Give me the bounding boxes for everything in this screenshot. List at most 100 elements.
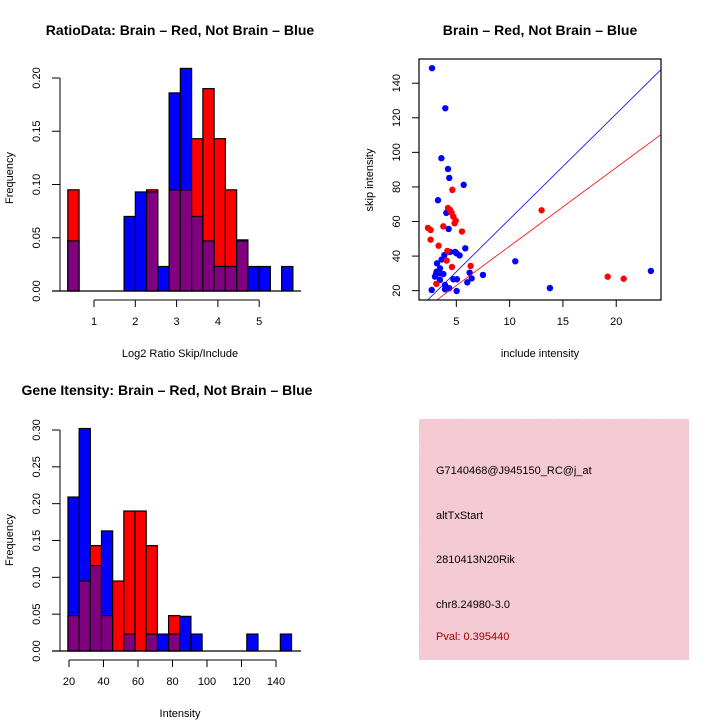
y-tick-label: 60 bbox=[391, 215, 403, 227]
overlap-bar bbox=[100, 615, 114, 652]
plot-area bbox=[424, 64, 661, 300]
ratio-ylabel: Frequency bbox=[4, 152, 16, 204]
overlap-bar bbox=[89, 564, 103, 652]
x-tick-label: 20 bbox=[63, 676, 75, 688]
not-brain-point bbox=[468, 275, 475, 282]
not-brain-bar bbox=[247, 265, 260, 292]
y-tick-label: 0.05 bbox=[31, 227, 43, 248]
y-tick-label: 0.20 bbox=[31, 67, 43, 88]
brain-point bbox=[435, 242, 442, 249]
intensity-histogram: Gene Itensity: Brain – Red, Not Brain – … bbox=[4, 382, 313, 720]
brain-fit-line bbox=[436, 134, 661, 300]
not-brain-bar bbox=[281, 265, 294, 292]
brain-point bbox=[538, 207, 545, 214]
overlap-bar bbox=[179, 189, 193, 292]
brain-point bbox=[449, 186, 456, 194]
not-brain-bar bbox=[157, 265, 170, 292]
overlap-bar bbox=[123, 633, 136, 652]
overlap-bar bbox=[224, 265, 238, 292]
not-brain-point bbox=[479, 271, 487, 279]
plot-frame bbox=[418, 58, 662, 301]
brain-point bbox=[451, 220, 458, 227]
not-brain-bar bbox=[258, 265, 271, 292]
overlap-bar bbox=[145, 633, 158, 652]
x-tick-label: 20 bbox=[610, 316, 622, 328]
x-tick-label: 4 bbox=[215, 316, 221, 328]
not-brain-point bbox=[453, 276, 461, 283]
not-brain-point bbox=[444, 165, 452, 173]
not-brain-bar bbox=[134, 191, 148, 292]
scatter-plot: Brain – Red, Not Brain – Blue include in… bbox=[364, 22, 662, 360]
not-brain-bar bbox=[246, 633, 259, 652]
not-brain-point bbox=[434, 197, 442, 204]
not-brain-point bbox=[428, 64, 436, 72]
not-brain-bar bbox=[179, 615, 192, 652]
not-brain-bar bbox=[123, 215, 136, 292]
brain-point bbox=[444, 247, 451, 255]
not-brain-bar bbox=[156, 633, 170, 652]
not-brain-point bbox=[438, 155, 445, 162]
x-tick-label: 2 bbox=[132, 316, 138, 328]
y-tick-label: 0.10 bbox=[31, 567, 43, 588]
intensity-ylabel: Frequency bbox=[4, 514, 16, 566]
y-tick-label: 0.30 bbox=[31, 419, 43, 440]
brain-point bbox=[604, 273, 611, 280]
not-brain-point bbox=[446, 174, 453, 182]
x-tick-label: 5 bbox=[453, 316, 459, 328]
not-brain-bar bbox=[279, 633, 293, 652]
probe-info-panel: G7140468@J945150_RC@j_at altTxStart 2810… bbox=[419, 419, 689, 660]
ratio-xlabel: Log2 Ratio Skip/Include bbox=[122, 348, 238, 360]
x-tick-label: 140 bbox=[267, 676, 285, 688]
not-brain-point bbox=[462, 245, 469, 252]
x-tick-label: 40 bbox=[97, 676, 109, 688]
y-tick-label: 0.15 bbox=[31, 530, 43, 551]
y-tick-label: 0.15 bbox=[31, 121, 43, 142]
brain-bar bbox=[123, 510, 136, 652]
overlap-bar bbox=[145, 191, 159, 292]
brain-point bbox=[433, 280, 440, 288]
x-tick-label: 100 bbox=[198, 676, 216, 688]
brain-bar bbox=[112, 580, 125, 652]
probe-id: G7140468@J945150_RC@j_at bbox=[436, 465, 592, 477]
not-brain-point bbox=[464, 279, 471, 286]
y-tick-label: 0.00 bbox=[31, 640, 43, 661]
brain-point bbox=[440, 223, 447, 230]
scatter-title: Brain – Red, Not Brain – Blue bbox=[443, 22, 638, 38]
y-tick-label: 100 bbox=[391, 143, 403, 161]
x-tick-label: 3 bbox=[174, 316, 180, 328]
not-brain-point bbox=[445, 225, 452, 233]
x-tick-label: 1 bbox=[91, 316, 97, 328]
brain-point bbox=[427, 236, 434, 243]
x-tick-label: 80 bbox=[166, 676, 178, 688]
x-tick-label: 5 bbox=[256, 316, 262, 328]
x-tick-label: 120 bbox=[232, 676, 250, 688]
brain-point bbox=[443, 257, 450, 264]
y-tick-label: 40 bbox=[391, 250, 403, 262]
brain-point bbox=[458, 228, 466, 235]
not-brain-point bbox=[438, 256, 445, 263]
ratio-title: RatioData: Brain – Red, Not Brain – Blue bbox=[46, 22, 315, 38]
overlap-bar bbox=[236, 240, 249, 292]
y-tick-label: 0.10 bbox=[31, 174, 43, 195]
overlap-bar bbox=[191, 215, 204, 292]
y-tick-label: 0.25 bbox=[31, 456, 43, 477]
y-tick-label: 80 bbox=[391, 181, 403, 193]
x-tick-label: 60 bbox=[132, 676, 144, 688]
not-brain-point bbox=[546, 284, 554, 292]
not-brain-point bbox=[460, 181, 467, 189]
gene-name: 2810413N20Rik bbox=[436, 554, 515, 566]
overlap-bar bbox=[202, 240, 215, 292]
not-brain-bar bbox=[190, 633, 203, 652]
scatter-ylabel: skip intensity bbox=[364, 148, 376, 211]
chromosome-location: chr8.24980-3.0 bbox=[436, 599, 510, 611]
overlap-bar bbox=[78, 580, 91, 652]
overlap-bar bbox=[67, 615, 80, 652]
not-brain-point bbox=[466, 269, 473, 276]
not-brain-fit-line bbox=[427, 69, 661, 300]
not-brain-point bbox=[512, 258, 519, 265]
overlap-bar bbox=[167, 633, 181, 652]
y-tick-label: 0.00 bbox=[31, 280, 43, 301]
not-brain-point bbox=[442, 105, 449, 112]
not-brain-point bbox=[453, 287, 460, 295]
